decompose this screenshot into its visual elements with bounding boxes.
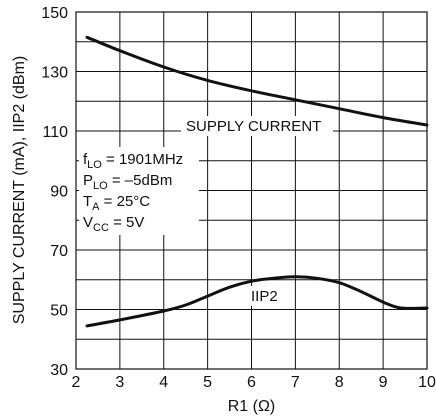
y-tick-label: 110 <box>42 124 68 141</box>
y-tick-labels: 30 50 70 90 110 130 150 <box>41 5 68 379</box>
x-tick-label: 7 <box>291 374 300 391</box>
condition-t-a: TA = 25°C <box>83 193 150 213</box>
condition-p-lo: PLO = –5dBm <box>83 172 172 192</box>
x-tick-label: 10 <box>418 374 436 391</box>
series-iip2-line <box>85 275 429 328</box>
x-axis-title: R1 (Ω) <box>228 398 276 415</box>
x-tick-label: 8 <box>335 374 344 391</box>
x-tick-label: 5 <box>203 374 212 391</box>
series-supply-current-line <box>85 35 429 127</box>
y-axis-title: SUPPLY CURRENT (mA), IIP2 (dBm) <box>11 56 28 325</box>
x-tick-label: 9 <box>379 374 388 391</box>
series-label-supply-current: SUPPLY CURRENT <box>186 118 321 135</box>
y-tick-label: 30 <box>50 362 68 379</box>
iip2-label-bg <box>246 286 294 306</box>
x-tick-label: 6 <box>247 374 256 391</box>
x-tick-label: 4 <box>159 374 168 391</box>
condition-v-cc: VCC = 5V <box>83 214 144 234</box>
y-tick-label: 90 <box>50 184 68 201</box>
y-tick-label: 130 <box>41 65 68 82</box>
x-tick-label: 2 <box>72 374 81 391</box>
y-tick-label: 50 <box>50 303 68 320</box>
y-tick-label: 70 <box>50 243 68 260</box>
supply-label-bg <box>181 116 333 136</box>
condition-f-lo: fLO = 1901MHz <box>83 151 183 171</box>
y-tick-label: 150 <box>41 5 68 22</box>
x-tick-label: 3 <box>115 374 124 391</box>
x-tick-labels: 2 3 4 5 6 7 8 9 10 <box>72 374 436 391</box>
series-label-iip2: IIP2 <box>251 288 278 305</box>
conditions-bg <box>79 147 199 235</box>
